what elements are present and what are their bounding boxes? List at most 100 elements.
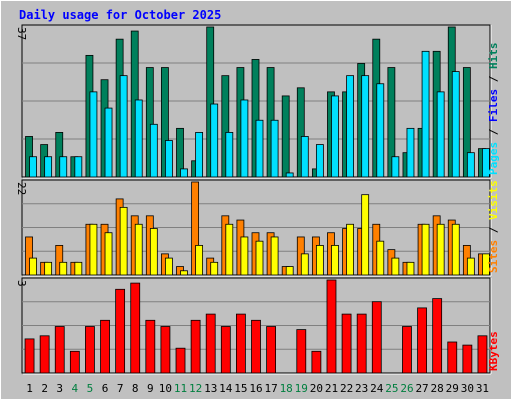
x-tick-label-day-25: 25 xyxy=(385,382,398,395)
bar-kbytes-day-24 xyxy=(371,301,382,374)
bar-files-day-5 xyxy=(89,91,98,178)
bar-sites-day-8 xyxy=(134,223,143,276)
bar-sites-day-11 xyxy=(180,270,188,276)
bar-kbytes-day-8 xyxy=(130,282,141,374)
legend-separator: / xyxy=(487,220,500,240)
bar-files-day-11 xyxy=(180,168,188,178)
bar-files-day-27 xyxy=(421,50,430,178)
bar-sites-day-25 xyxy=(391,257,400,276)
bar-sites-day-6 xyxy=(104,232,113,276)
bar-hits-day-18 xyxy=(281,95,290,178)
bar-kbytes-day-13 xyxy=(205,313,216,374)
bar-sites-day-16 xyxy=(255,240,264,276)
bar-sites-day-18 xyxy=(285,266,294,276)
bar-files-day-19 xyxy=(300,136,309,178)
bar-sites-day-7 xyxy=(119,206,128,276)
bar-kbytes-day-23 xyxy=(356,313,367,374)
x-tick-label-day-16: 16 xyxy=(249,382,262,395)
bar-files-day-10 xyxy=(165,140,173,178)
legend-kbytes: KBytes xyxy=(487,331,500,371)
bar-files-day-15 xyxy=(240,99,249,178)
x-tick-label-day-21: 21 xyxy=(325,382,338,395)
legend-item-hits: Hits xyxy=(487,43,500,70)
bar-kbytes-day-21 xyxy=(326,279,337,374)
bar-sites-day-5 xyxy=(89,223,98,276)
bar-files-day-17 xyxy=(270,119,279,178)
bar-files-day-30 xyxy=(466,152,475,178)
bar-kbytes-day-19 xyxy=(296,329,307,374)
bar-kbytes-day-14 xyxy=(220,326,231,374)
bar-sites-day-21 xyxy=(331,245,339,276)
bar-kbytes-day-26 xyxy=(402,326,412,374)
bar-files-day-16 xyxy=(255,119,264,178)
bar-files-day-28 xyxy=(436,91,445,178)
bar-kbytes-day-15 xyxy=(236,313,246,374)
bar-kbytes-day-22 xyxy=(341,313,352,374)
bar-kbytes-day-30 xyxy=(462,344,473,374)
bar-hits-day-30 xyxy=(462,67,471,178)
bar-sites-day-28 xyxy=(436,223,445,276)
bar-visits-day-3 xyxy=(55,245,64,276)
bar-sites-day-17 xyxy=(270,236,279,276)
legend-item-pages: Pages xyxy=(487,142,500,175)
x-tick-label-day-14: 14 xyxy=(219,382,233,395)
bar-kbytes-day-27 xyxy=(417,307,427,374)
bar-kbytes-day-9 xyxy=(145,319,156,374)
panel-kbytes: 3 KBytes xyxy=(15,277,500,375)
legend-hits-files-pages: Pages / Files / Hits xyxy=(487,43,500,176)
bar-files-day-3 xyxy=(59,156,68,178)
bar-kbytes-day-12 xyxy=(190,319,201,374)
y-max-label: 3 xyxy=(15,280,28,287)
bar-files-day-21 xyxy=(331,95,339,178)
x-tick-label-day-9: 9 xyxy=(147,382,154,395)
bar-files-day-24 xyxy=(376,83,385,178)
bar-kbytes-day-2 xyxy=(39,335,50,374)
bar-kbytes-day-3 xyxy=(54,326,65,374)
x-tick-label-day-11: 11 xyxy=(174,382,187,395)
bar-hits-day-13 xyxy=(206,26,215,178)
x-tick-label-day-13: 13 xyxy=(204,382,217,395)
bar-hits-day-10 xyxy=(161,67,169,178)
x-tick-label-day-12: 12 xyxy=(189,382,202,395)
bar-files-day-23 xyxy=(361,75,370,178)
x-tick-label-day-27: 27 xyxy=(415,382,428,395)
bar-hits-day-3 xyxy=(55,132,64,178)
bar-files-day-18 xyxy=(285,172,294,178)
x-tick-label-day-6: 6 xyxy=(102,382,109,395)
legend-item-kbytes: KBytes xyxy=(487,331,500,371)
x-tick-label-day-31: 31 xyxy=(476,382,489,395)
bar-files-day-13 xyxy=(210,103,219,178)
bar-sites-day-4 xyxy=(74,261,83,276)
bar-sites-day-12 xyxy=(195,245,204,276)
bar-kbytes-day-4 xyxy=(69,350,80,374)
bar-sites-day-9 xyxy=(149,228,158,276)
bar-hits-day-11 xyxy=(176,127,184,178)
bar-hits-day-19 xyxy=(296,87,305,178)
bar-kbytes-day-31 xyxy=(477,335,488,374)
x-tick-label-day-22: 22 xyxy=(340,382,353,395)
bar-kbytes-day-16 xyxy=(251,319,261,374)
bar-hits-day-16 xyxy=(251,59,260,178)
legend-item-sites: Sites xyxy=(487,240,500,273)
bar-kbytes-day-5 xyxy=(85,326,95,374)
bar-files-day-29 xyxy=(451,71,460,178)
bar-sites-day-10 xyxy=(165,257,173,276)
bar-files-day-9 xyxy=(149,123,158,178)
bar-sites-day-1 xyxy=(29,257,37,276)
x-axis-day-labels: 1 2 3 4 5 6 7 8 9 10 11 12 13 14 15 16 17 18 19 20 21 22 23 24 2… xyxy=(26,382,489,395)
bar-kbytes-day-28 xyxy=(432,298,443,374)
legend-separator: / xyxy=(487,69,500,89)
bar-files-day-12 xyxy=(195,132,204,178)
x-tick-label-day-3: 3 xyxy=(56,382,63,395)
x-tick-label-day-20: 20 xyxy=(310,382,323,395)
bar-sites-day-27 xyxy=(421,223,430,276)
x-tick-label-day-10: 10 xyxy=(159,382,172,395)
x-tick-label-day-30: 30 xyxy=(461,382,474,395)
bar-kbytes-day-29 xyxy=(447,341,458,374)
legend-separator: / xyxy=(487,122,500,142)
bar-sites-day-24 xyxy=(376,240,385,276)
bar-files-day-14 xyxy=(225,132,234,178)
x-tick-label-day-5: 5 xyxy=(87,382,94,395)
legend-item-files: Files xyxy=(487,89,500,122)
